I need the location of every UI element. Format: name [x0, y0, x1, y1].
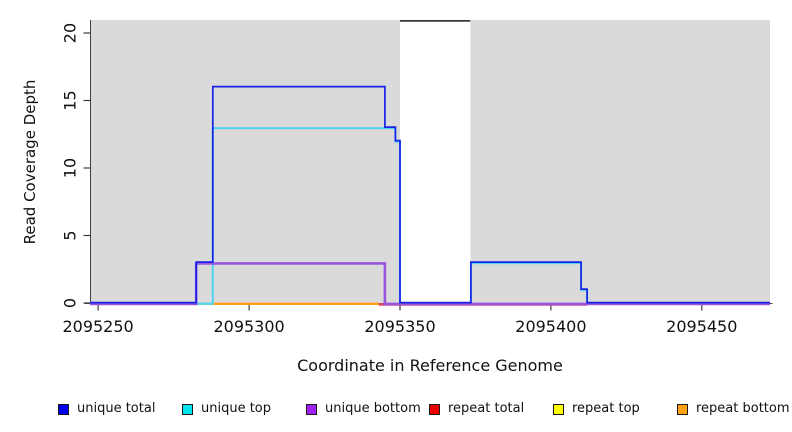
x-tick-label: 2095250: [62, 317, 133, 336]
y-tick-label: 10: [61, 158, 80, 178]
y-tick-label: 15: [61, 90, 80, 110]
x-axis-title: Coordinate in Reference Genome: [297, 356, 563, 375]
y-tick-label: 20: [61, 23, 80, 43]
series-unique-bottom: [90, 262, 770, 306]
x-tick-label: 2095350: [364, 317, 435, 336]
series-unique-total: [90, 85, 770, 304]
x-tick-label: 2095400: [515, 317, 586, 336]
x-tick-label: 2095300: [213, 317, 284, 336]
repeat-region-band: [400, 20, 471, 303]
y-tick-label: 5: [61, 230, 80, 240]
y-axis-title: Read Coverage Depth: [21, 79, 39, 245]
y-tick-label: 0: [61, 298, 80, 308]
x-tick-label: 2095450: [666, 317, 737, 336]
